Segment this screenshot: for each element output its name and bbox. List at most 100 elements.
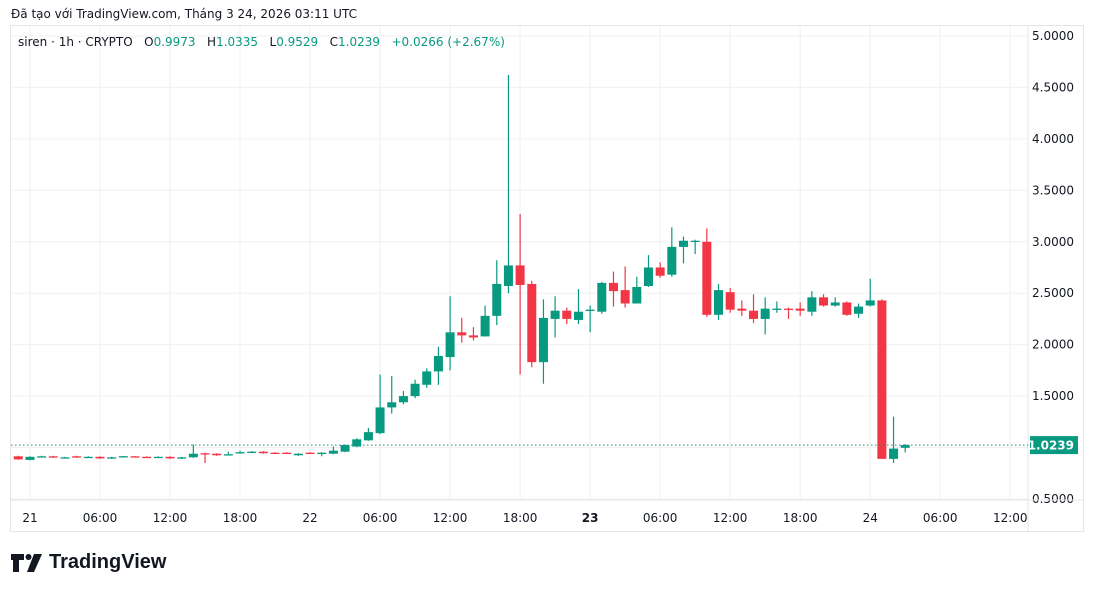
candle-body-up [772,308,782,310]
time-axis-label: 12:00 [153,511,188,525]
last-price-tag [1030,436,1078,455]
candle-body-up [352,439,362,447]
symbol-label[interactable]: siren · 1h · CRYPTO [18,35,133,49]
time-axis-label: 18:00 [783,511,818,525]
close-label: C [329,35,339,49]
candle-body-down [468,335,478,338]
candle-body-down [702,241,712,315]
candle-body-up [445,332,455,357]
candle-body-up [188,453,198,458]
candle-body-up [328,450,338,454]
change-value: +0.0266 (+2.67%) [391,35,505,49]
time-axis-label: 06:00 [923,511,958,525]
close-value: 1.0239 [338,35,381,49]
candle-body-up [83,456,93,459]
time-axis-label: 21 [22,511,37,525]
candle-body-down [165,456,175,459]
candle-body-up [363,432,373,441]
price-axis-label: 2.5000 [1032,286,1074,300]
candle-body-up [667,246,677,275]
candle-body-up [433,355,443,372]
candle-body-down [95,456,105,459]
high-label: H [207,35,217,49]
price-axis-label: 0.5000 [1032,492,1074,506]
candle-body-up [714,290,723,315]
candle-body-up [854,306,864,314]
candle-body-up [107,457,117,459]
high-value: 1.0335 [216,35,259,49]
time-axis-label: 12:00 [713,511,748,525]
tradingview-logo[interactable]: TradingView [11,551,166,574]
time-axis-label: 12:00 [993,511,1028,525]
candle-body-down [655,267,665,276]
candle-body-down [784,308,794,310]
candle-body-up [340,444,350,452]
candle-body-down [515,265,525,285]
time-axis-label: 18:00 [503,511,538,525]
candle-body-up [387,402,397,408]
candle-body-down [13,456,23,460]
last-price-label: 1.0239 [1028,439,1074,453]
candle-body-down [877,300,887,459]
tradingview-logo-icon [11,553,42,572]
candle-body-up [643,267,653,286]
candle-body-up [503,265,513,286]
price-axis-label: 2.0000 [1032,338,1074,352]
price-axis-label: 4.5000 [1032,80,1074,94]
low-label: L [269,35,277,49]
price-axis-label: 1.5000 [1032,389,1074,403]
candle-body-up [865,300,875,306]
candle-body-up [492,283,502,316]
candle-body-down [795,308,805,311]
candle-body-up [375,407,385,434]
candle-body-up [573,311,583,320]
candle-body-down [200,453,210,455]
candle-body-down [608,282,618,292]
candle-body-up [585,309,595,311]
candle-body-up [398,396,408,403]
time-axis-label: 06:00 [643,511,678,525]
time-axis-label: 24 [863,511,878,525]
time-axis-label: 06:00 [83,511,118,525]
candle-body-up [317,452,327,454]
candle-body-down [270,452,280,454]
candle-body-up [760,308,770,319]
candle-body-down [258,451,268,454]
time-axis-label: 06:00 [363,511,398,525]
candle-body-down [749,310,759,319]
candle-body-down [725,292,735,310]
candle-body-down [305,452,315,454]
candle-body-down [282,452,292,454]
open-value: 0.9973 [153,35,196,49]
candle-body-up [247,451,257,453]
candle-body-up [830,302,840,306]
candle-body-down [562,310,572,319]
chart-frame [10,25,1084,532]
candle-body-down [737,308,747,311]
candle-body-up [480,315,490,337]
time-axis-label: 22 [302,511,317,525]
candle-body-up [60,457,70,459]
time-axis-label: 18:00 [223,511,258,525]
candle-body-down [48,456,58,458]
candle-body-up [690,240,700,243]
candle-body-down [72,456,82,458]
chart-caption: Đã tạo với TradingView.com, Tháng 3 24, … [11,7,357,21]
candle-body-up [538,317,548,363]
price-axis-label: 4.0000 [1032,132,1074,146]
price-axis-label: 3.5000 [1032,183,1074,197]
candle-body-down [620,290,630,304]
price-axis-label: 3.0000 [1032,235,1074,249]
candle-body-up [293,453,303,456]
candle-body-up [118,456,128,458]
candle-body-down [842,302,852,315]
time-axis-label: 23 [582,511,599,525]
open-label: O [144,35,154,49]
price-axis-label: 5.0000 [1032,29,1074,43]
candle-body-up [550,310,560,319]
candle-body-up [153,456,163,459]
candle-body-up [678,240,688,247]
candle-body-down [527,283,537,363]
ohlc-legend: siren · 1h · CRYPTO O0.9973 H1.0335 L0.9… [18,35,505,49]
